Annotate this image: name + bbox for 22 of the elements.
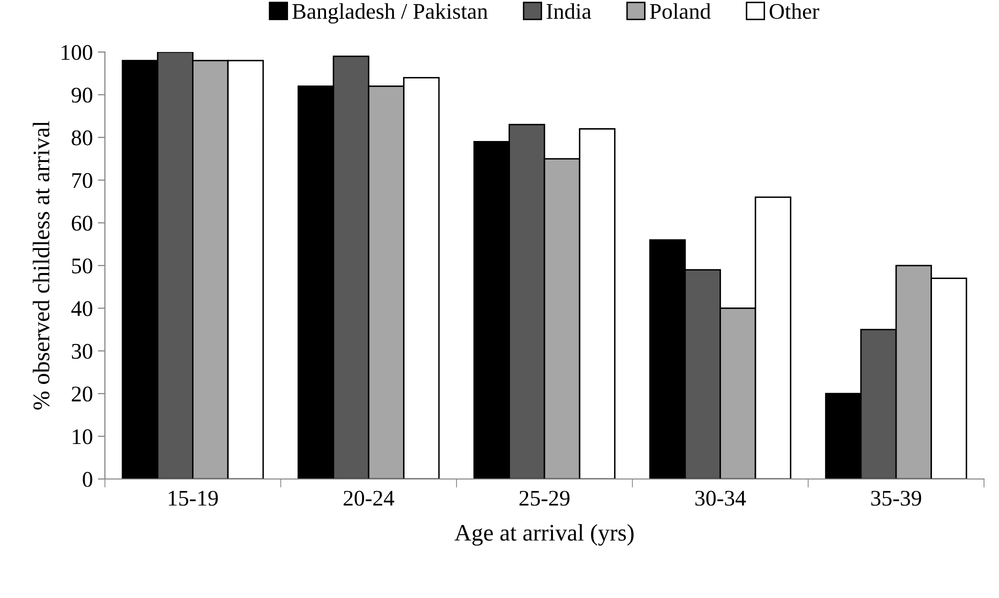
x-tick-label: 20-24: [344, 490, 394, 506]
x-tick-label: 35-39: [871, 490, 922, 506]
x-tick-label: 30-34: [695, 490, 746, 506]
x-axis-title: Age at arrival (yrs): [454, 524, 634, 546]
y-tick-label: 0: [82, 472, 92, 487]
legend-label: India: [546, 3, 592, 19]
legend-label: Poland: [650, 3, 711, 19]
x-tick-label: 15-19: [168, 490, 218, 506]
legend-label: Other: [770, 3, 820, 19]
y-tick-label: 90: [72, 88, 92, 103]
y-tick-label: 40: [71, 301, 92, 316]
y-tick-label: 80: [72, 130, 92, 146]
y-tick-label: 60: [72, 216, 92, 231]
y-tick-label: 20: [72, 386, 92, 402]
y-axis-title: % observed childless at arrival: [32, 121, 50, 410]
y-tick-label: 100: [62, 44, 92, 60]
y-tick-label: 50: [72, 258, 92, 274]
y-tick-label: 70: [72, 173, 92, 188]
y-tick-label: 30: [72, 344, 92, 359]
y-tick-label: 10: [72, 429, 92, 444]
x-tick-label: 25-29: [520, 490, 570, 506]
legend-label: Bangladesh / Pakistan: [292, 3, 488, 24]
